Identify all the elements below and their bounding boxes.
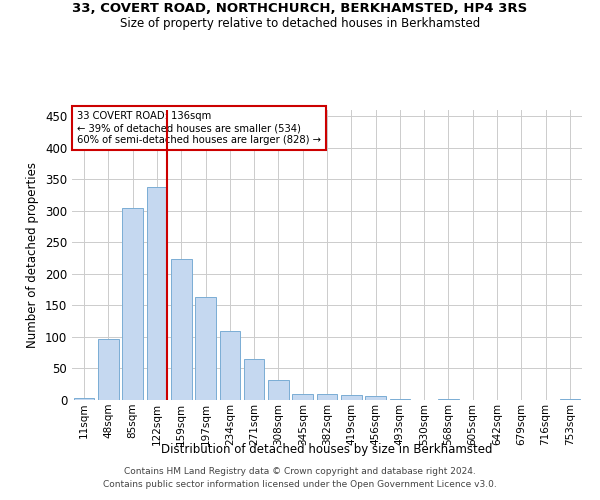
Text: 33, COVERT ROAD, NORTHCHURCH, BERKHAMSTED, HP4 3RS: 33, COVERT ROAD, NORTHCHURCH, BERKHAMSTE…: [73, 2, 527, 16]
Text: Contains HM Land Registry data © Crown copyright and database right 2024.: Contains HM Land Registry data © Crown c…: [124, 468, 476, 476]
Bar: [341, 395, 362, 400]
Bar: [146, 187, 167, 400]
Bar: [317, 394, 337, 400]
Text: Contains public sector information licensed under the Open Government Licence v3: Contains public sector information licen…: [103, 480, 497, 489]
Bar: [220, 332, 240, 400]
Bar: [171, 259, 191, 400]
Bar: [292, 394, 313, 400]
Bar: [98, 339, 119, 400]
Bar: [122, 208, 143, 400]
Bar: [389, 398, 410, 400]
Bar: [365, 396, 386, 400]
Text: Size of property relative to detached houses in Berkhamsted: Size of property relative to detached ho…: [120, 16, 480, 30]
Text: Distribution of detached houses by size in Berkhamsted: Distribution of detached houses by size …: [161, 442, 493, 456]
Bar: [74, 398, 94, 400]
Bar: [244, 359, 265, 400]
Text: 33 COVERT ROAD: 136sqm
← 39% of detached houses are smaller (534)
60% of semi-de: 33 COVERT ROAD: 136sqm ← 39% of detached…: [77, 112, 321, 144]
Bar: [268, 380, 289, 400]
Y-axis label: Number of detached properties: Number of detached properties: [26, 162, 40, 348]
Bar: [195, 296, 216, 400]
